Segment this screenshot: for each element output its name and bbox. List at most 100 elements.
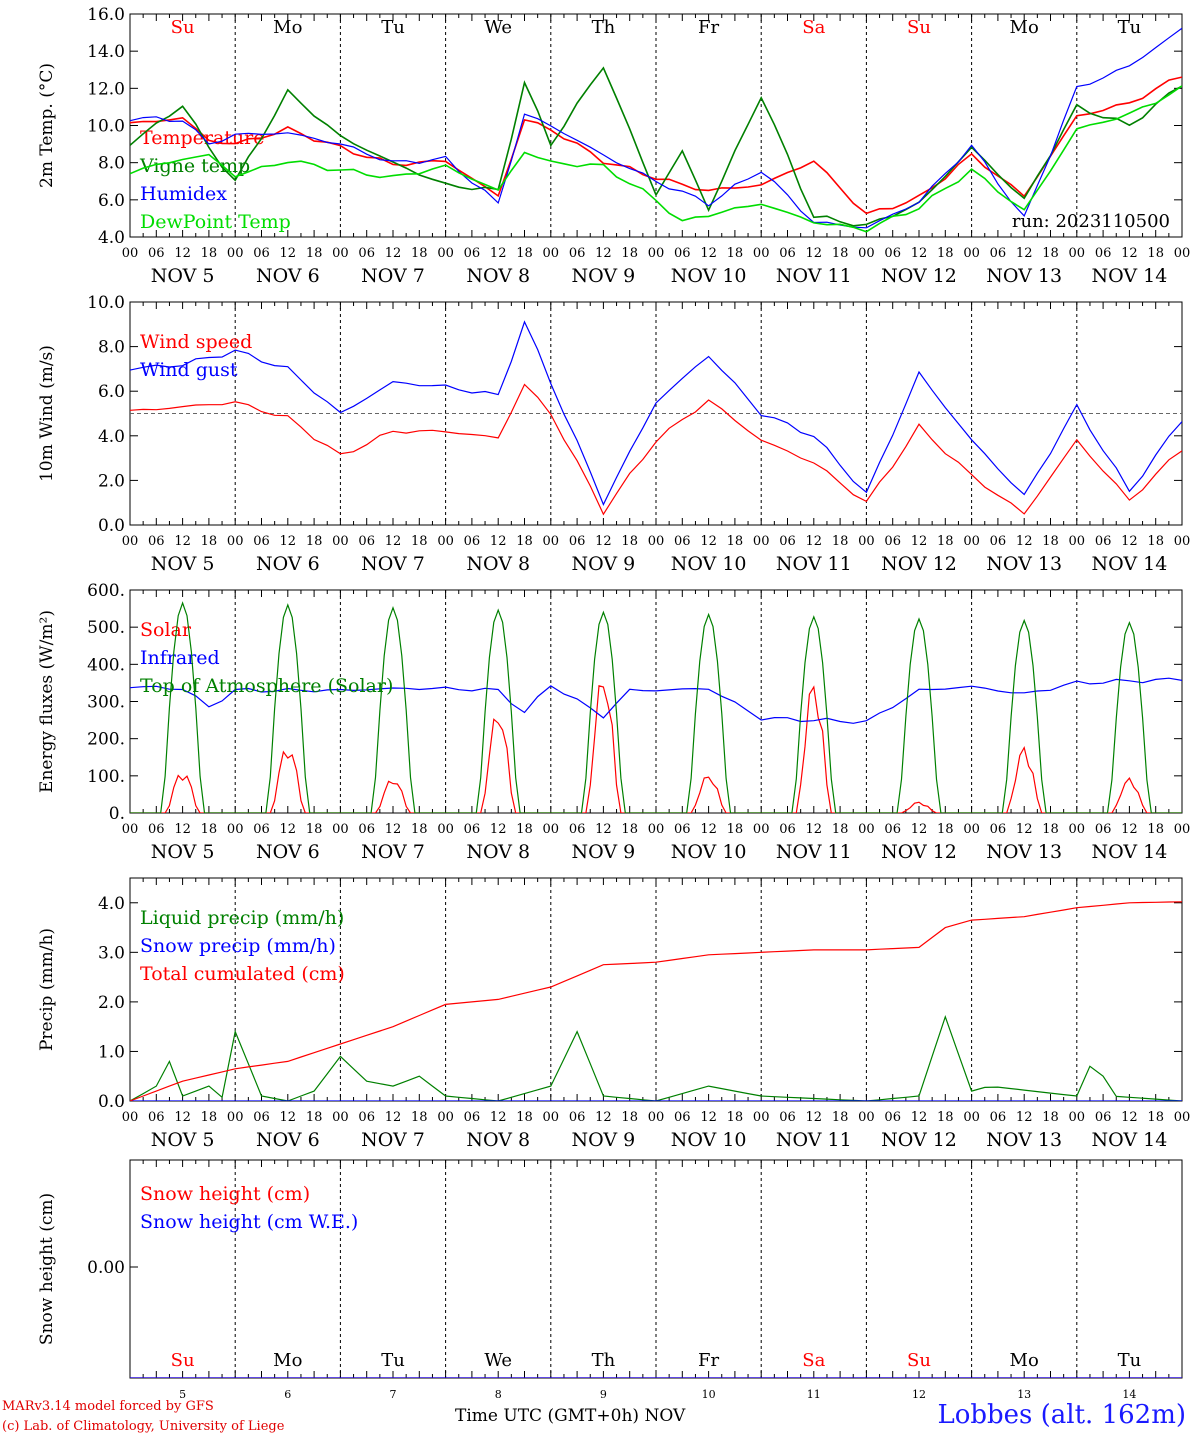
hour-tick-label: 00: [648, 534, 665, 549]
date-label: NOV 12: [881, 553, 957, 575]
series-line-total-cumulated-cm: [130, 901, 1182, 1101]
hour-tick-label: 06: [148, 246, 165, 261]
hour-tick-label: 18: [411, 1110, 428, 1125]
hour-tick-label: 00: [1069, 1110, 1086, 1125]
day-number-label: 8: [495, 1388, 502, 1401]
y-axis-label: Snow height (cm): [37, 1193, 57, 1345]
y-axis-label: 2m Temp. (°C): [37, 63, 57, 188]
hour-tick-label: 00: [858, 246, 875, 261]
hour-tick-label: 06: [358, 246, 375, 261]
date-label: NOV 11: [776, 553, 852, 575]
y-tick-label: 4.0: [98, 894, 125, 914]
hour-tick-label: 12: [911, 822, 928, 837]
date-label: NOV 10: [671, 265, 747, 287]
y-tick-label: 600.: [87, 581, 125, 601]
hour-tick-label: 12: [595, 534, 612, 549]
series-line-humidex: [130, 27, 1182, 229]
hour-tick-label: 06: [1095, 1110, 1112, 1125]
hour-tick-label: 12: [174, 534, 191, 549]
hour-tick-label: 06: [569, 822, 586, 837]
hour-tick-label: 12: [174, 1110, 191, 1125]
hour-tick-label: 12: [385, 1110, 402, 1125]
hour-tick-label: 00: [1174, 822, 1191, 837]
hour-tick-label: 12: [700, 246, 717, 261]
date-label: NOV 14: [1091, 1129, 1167, 1151]
hour-tick-label: 06: [464, 246, 481, 261]
date-label: NOV 13: [986, 1129, 1062, 1151]
date-label: NOV 10: [671, 553, 747, 575]
day-number-label: 5: [179, 1388, 186, 1401]
day-number-label: 11: [807, 1388, 821, 1401]
day-number-label: 6: [284, 1388, 291, 1401]
hour-tick-label: 18: [306, 1110, 323, 1125]
day-name-label: Su: [907, 1350, 931, 1371]
legend-entry: Snow height (cm W.E.): [140, 1211, 358, 1233]
date-label: NOV 9: [572, 1129, 636, 1151]
date-label: NOV 7: [361, 1129, 425, 1151]
hour-tick-label: 00: [753, 246, 770, 261]
hour-tick-label: 06: [253, 246, 270, 261]
hour-tick-label: 12: [385, 246, 402, 261]
hour-tick-label: 00: [543, 534, 560, 549]
station-label: Lobbes (alt. 162m): [937, 1400, 1186, 1430]
hour-tick-label: 18: [832, 534, 849, 549]
hour-tick-label: 00: [753, 1110, 770, 1125]
y-tick-label: 10.0: [87, 293, 125, 313]
date-label: NOV 11: [776, 1129, 852, 1151]
hour-tick-label: 06: [884, 822, 901, 837]
hour-tick-label: 18: [937, 246, 954, 261]
y-tick-label: 300.: [87, 693, 125, 713]
hour-tick-label: 00: [122, 822, 139, 837]
hour-tick-label: 00: [753, 534, 770, 549]
hour-tick-label: 06: [569, 246, 586, 261]
date-label: NOV 6: [256, 553, 320, 575]
hour-tick-label: 18: [306, 534, 323, 549]
date-label: NOV 12: [881, 1129, 957, 1151]
hour-tick-label: 18: [201, 822, 218, 837]
hour-tick-label: 00: [332, 822, 349, 837]
hour-tick-label: 06: [148, 822, 165, 837]
y-tick-label: 8.0: [98, 338, 125, 358]
hour-tick-label: 18: [621, 822, 638, 837]
date-label: NOV 7: [361, 265, 425, 287]
day-number-label: 9: [600, 1388, 607, 1401]
date-label: NOV 5: [151, 841, 215, 863]
hour-tick-label: 12: [595, 822, 612, 837]
day-name-label: Mo: [273, 17, 302, 38]
hour-tick-label: 00: [332, 246, 349, 261]
date-label: NOV 8: [466, 1129, 530, 1151]
day-number-label: 13: [1017, 1388, 1031, 1401]
hour-tick-label: 18: [1147, 534, 1164, 549]
day-number-label: 10: [702, 1388, 716, 1401]
hour-tick-label: 18: [621, 246, 638, 261]
date-label: NOV 6: [256, 841, 320, 863]
y-tick-label: 12.0: [87, 79, 125, 99]
hour-tick-label: 18: [1147, 1110, 1164, 1125]
hour-tick-label: 06: [990, 1110, 1007, 1125]
hour-tick-label: 06: [990, 822, 1007, 837]
hour-tick-label: 00: [332, 534, 349, 549]
hour-tick-label: 18: [306, 246, 323, 261]
hour-tick-label: 00: [227, 1110, 244, 1125]
legend-entry: Liquid precip (mm/h): [140, 907, 344, 929]
hour-tick-label: 12: [700, 1110, 717, 1125]
hour-tick-label: 12: [806, 246, 823, 261]
y-axis-label: 10m Wind (m/s): [37, 345, 57, 482]
day-name-label: We: [484, 17, 512, 38]
hour-tick-label: 06: [569, 1110, 586, 1125]
hour-tick-label: 00: [437, 1110, 454, 1125]
day-name-label: Mo: [1010, 17, 1039, 38]
date-label: NOV 8: [466, 841, 530, 863]
hour-tick-label: 12: [700, 534, 717, 549]
hour-tick-label: 00: [543, 246, 560, 261]
hour-tick-label: 18: [201, 534, 218, 549]
hour-tick-label: 00: [122, 1110, 139, 1125]
hour-tick-label: 00: [858, 1110, 875, 1125]
hour-tick-label: 12: [490, 1110, 507, 1125]
hour-tick-label: 18: [832, 246, 849, 261]
legend-entry: Temperature: [140, 127, 264, 149]
hour-tick-label: 12: [911, 1110, 928, 1125]
hour-tick-label: 12: [280, 534, 297, 549]
hour-tick-label: 06: [674, 534, 691, 549]
hour-tick-label: 18: [516, 246, 533, 261]
